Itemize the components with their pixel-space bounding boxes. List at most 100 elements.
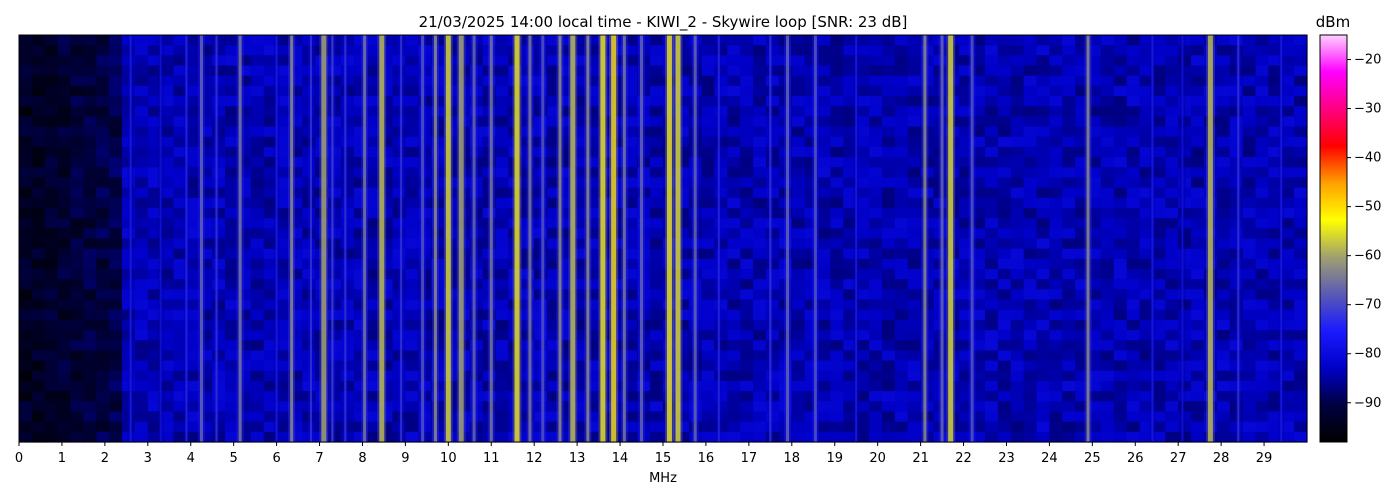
heatmap-cell (31, 269, 46, 280)
heatmap-cell (559, 309, 574, 321)
heatmap-cell (920, 157, 935, 168)
heatmap-cell (44, 96, 59, 107)
heatmap-cell (147, 360, 162, 372)
heatmap-cell (1294, 279, 1308, 290)
heatmap-cell (559, 106, 574, 118)
heatmap-cell (1152, 116, 1166, 128)
heatmap-cell (1088, 370, 1102, 382)
heatmap-cell (701, 35, 716, 46)
heatmap-cell (122, 350, 136, 362)
heatmap-cell (276, 380, 291, 392)
heatmap-cell (611, 319, 625, 331)
heatmap-cell (353, 238, 368, 250)
heatmap-cell (302, 391, 316, 402)
heatmap-cell (341, 177, 355, 189)
heatmap-cell (559, 55, 574, 67)
heatmap-cell (701, 431, 716, 443)
x-tick-label: 15 (655, 451, 672, 466)
heatmap-cell (1113, 75, 1128, 87)
heatmap-cell (1216, 136, 1231, 148)
heatmap-cell (1126, 340, 1141, 352)
heatmap-cell (83, 197, 97, 209)
heatmap-cell (366, 370, 381, 382)
heatmap-cell (122, 269, 136, 280)
heatmap-cell (766, 157, 780, 168)
heatmap-cell (753, 65, 767, 77)
heatmap-cell (160, 116, 175, 128)
x-tick-label: 12 (526, 451, 543, 466)
heatmap-cell (1165, 401, 1179, 413)
heatmap-cell (1100, 45, 1115, 56)
signal-trace (528, 35, 532, 442)
heatmap-cell (701, 228, 716, 240)
colorbar-tick-label: −50 (1354, 200, 1381, 215)
heatmap-cell (1062, 197, 1076, 209)
heatmap-cell (19, 157, 33, 168)
heatmap-cell (1075, 289, 1089, 301)
heatmap-cell (482, 167, 497, 179)
heatmap-cell (585, 157, 600, 168)
heatmap-cell (109, 401, 123, 413)
heatmap-cell (341, 340, 355, 352)
heatmap-cell (534, 35, 548, 46)
heatmap-cell (1281, 96, 1295, 107)
heatmap-cell (817, 360, 832, 372)
heatmap-cell (263, 45, 278, 56)
heatmap-cell (392, 65, 406, 77)
heatmap-cell (19, 330, 33, 341)
heatmap-cell (1178, 218, 1192, 229)
heatmap-cell (637, 106, 651, 118)
heatmap-cell (1268, 35, 1282, 46)
heatmap-cell (57, 289, 72, 301)
heatmap-cell (186, 146, 200, 158)
heatmap-cell (328, 360, 342, 372)
heatmap-cell (1126, 380, 1141, 392)
heatmap-cell (57, 309, 72, 321)
heatmap-cell (1023, 279, 1038, 290)
heatmap-cell (869, 116, 883, 128)
heatmap-cell (1152, 157, 1166, 168)
heatmap-cell (804, 187, 819, 199)
heatmap-cell (263, 218, 278, 229)
heatmap-cell (418, 391, 432, 402)
heatmap-cell (701, 65, 716, 77)
heatmap-cell (804, 330, 819, 341)
signal-trace (813, 35, 817, 442)
heatmap-cell (817, 126, 832, 138)
heatmap-cell (933, 228, 947, 240)
heatmap-cell (637, 146, 651, 158)
heatmap-cell (173, 411, 188, 423)
heatmap-cell (70, 391, 84, 402)
heatmap-cell (70, 360, 84, 372)
heatmap-cell (804, 167, 819, 179)
heatmap-cell (109, 319, 123, 331)
signal-trace (666, 35, 672, 442)
heatmap-cell (1268, 330, 1282, 341)
heatmap-cell (276, 340, 291, 352)
heatmap-cell (1036, 401, 1050, 413)
heatmap-cell (766, 65, 780, 77)
heatmap-cell (353, 65, 368, 77)
heatmap-cell (972, 289, 986, 301)
heatmap-cell (160, 391, 175, 402)
heatmap-cell (972, 55, 986, 67)
heatmap-cell (31, 319, 46, 331)
heatmap-cell (134, 289, 149, 301)
heatmap-cell (134, 207, 149, 219)
heatmap-cell (31, 75, 46, 87)
heatmap-cell (1255, 391, 1269, 402)
heatmap-cell (469, 45, 484, 56)
heatmap-cell (122, 248, 136, 260)
heatmap-cell (225, 35, 239, 46)
heatmap-cell (57, 431, 72, 443)
heatmap-cell (959, 177, 973, 189)
heatmap-cell (482, 126, 497, 138)
heatmap-cell (547, 299, 561, 311)
heatmap-cell (843, 289, 857, 301)
heatmap-cell (1010, 279, 1025, 290)
heatmap-cell (1242, 421, 1257, 433)
heatmap-cell (869, 126, 883, 138)
heatmap-cell (44, 136, 59, 148)
signal-trace (458, 35, 464, 442)
heatmap-cell (263, 75, 278, 87)
